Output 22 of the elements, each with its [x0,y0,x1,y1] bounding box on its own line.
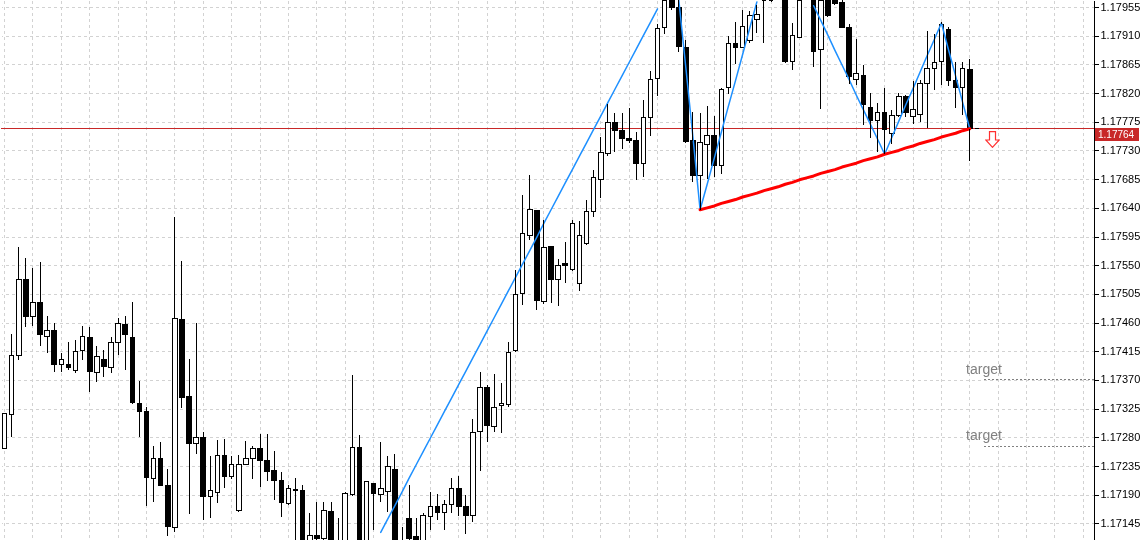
y-tick-label: 1.17190 [1100,488,1140,501]
y-tick-label: 1.17550 [1100,258,1140,271]
ref-line-label: target [966,427,1002,444]
y-tick-label: 1.17370 [1100,373,1140,386]
y-tick-label: 1.17685 [1100,172,1140,185]
ref-line-label: target [966,360,1002,377]
y-tick-label: 1.17415 [1100,344,1140,357]
ref-line-label: 1.17764 [1098,128,1135,140]
y-tick-label: 1.17505 [1100,287,1140,300]
y-tick-label: 1.17640 [1100,201,1140,214]
y-tick-label: 1.17235 [1100,459,1140,472]
y-tick-label: 1.17730 [1100,143,1140,156]
y-tick-label: 1.17460 [1100,316,1140,329]
y-tick-label: 1.17865 [1100,57,1140,70]
y-tick-label: 1.17775 [1100,115,1140,128]
y-tick-label: 1.17910 [1100,29,1140,42]
y-tick-label: 1.17955 [1100,0,1140,13]
y-tick-label: 1.17595 [1100,230,1140,243]
y-tick-label: 1.17820 [1100,86,1140,99]
y-tick-label: 1.17145 [1100,516,1140,529]
y-tick-label: 1.17325 [1100,402,1140,415]
y-tick-label: 1.17280 [1100,430,1140,443]
